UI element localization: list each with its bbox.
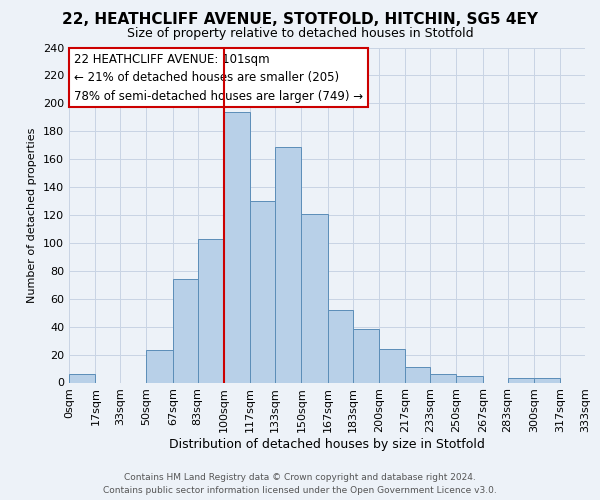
- Bar: [173, 279, 197, 382]
- Bar: [508, 378, 534, 382]
- Bar: [379, 349, 405, 382]
- Bar: [275, 146, 301, 382]
- Bar: [353, 330, 379, 382]
- X-axis label: Distribution of detached houses by size in Stotfold: Distribution of detached houses by size …: [169, 438, 485, 451]
- Bar: [69, 374, 95, 382]
- Bar: [534, 378, 560, 382]
- Text: 22, HEATHCLIFF AVENUE, STOTFOLD, HITCHIN, SG5 4EY: 22, HEATHCLIFF AVENUE, STOTFOLD, HITCHIN…: [62, 12, 538, 28]
- Bar: [301, 214, 328, 382]
- Bar: [224, 112, 250, 382]
- Text: Size of property relative to detached houses in Stotfold: Size of property relative to detached ho…: [127, 28, 473, 40]
- Y-axis label: Number of detached properties: Number of detached properties: [28, 128, 37, 302]
- Text: Contains HM Land Registry data © Crown copyright and database right 2024.
Contai: Contains HM Land Registry data © Crown c…: [103, 474, 497, 495]
- Bar: [197, 238, 224, 382]
- Bar: [250, 201, 275, 382]
- Text: 22 HEATHCLIFF AVENUE: 101sqm
← 21% of detached houses are smaller (205)
78% of s: 22 HEATHCLIFF AVENUE: 101sqm ← 21% of de…: [74, 52, 363, 102]
- Bar: [430, 374, 457, 382]
- Bar: [405, 367, 430, 382]
- Bar: [457, 376, 483, 382]
- Bar: [146, 350, 173, 382]
- Bar: [328, 310, 353, 382]
